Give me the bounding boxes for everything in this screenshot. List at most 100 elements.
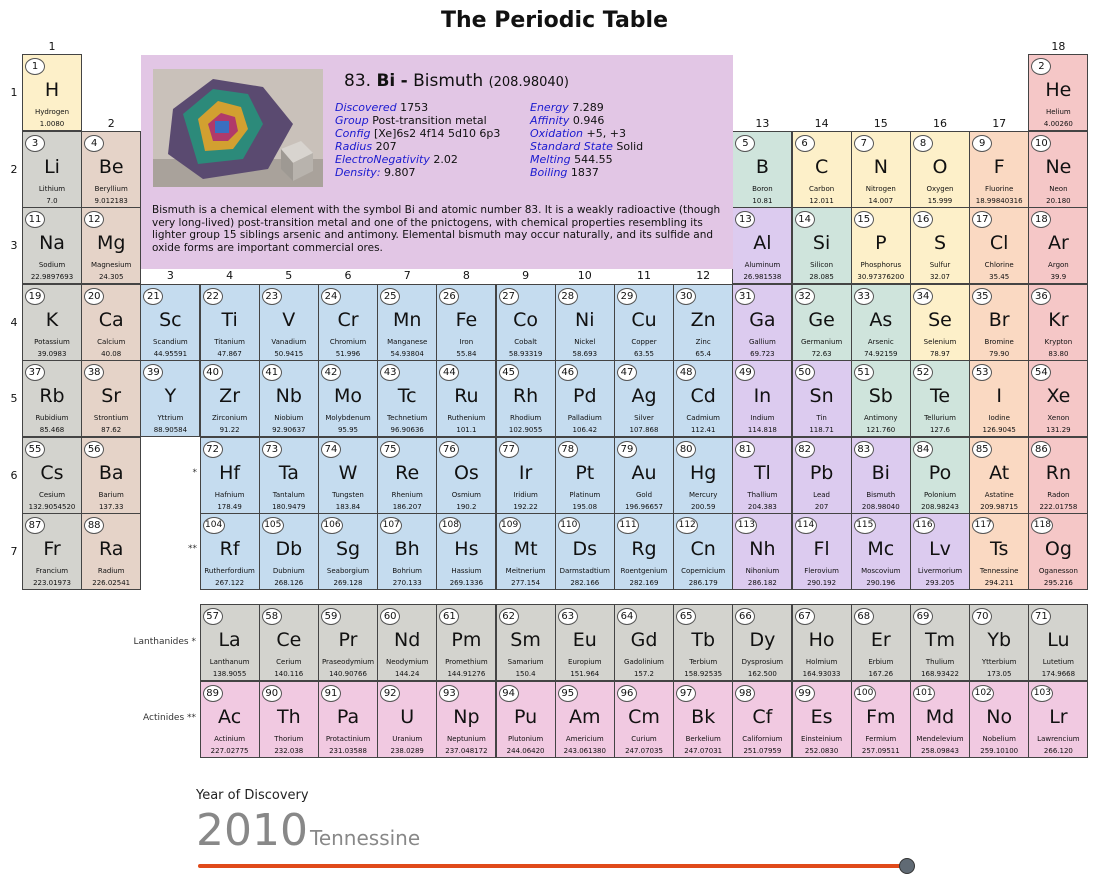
element-cell-fl[interactable]: 114 Fl Flerovium 290.192 — [791, 513, 852, 590]
element-cell-br[interactable]: 35 Br Bromine 79.90 — [969, 283, 1030, 361]
element-cell-lu[interactable]: 71 Lu Lutetium 174.9668 — [1028, 604, 1089, 681]
element-cell-yb[interactable]: 70 Yb Ytterbium 173.05 — [969, 604, 1030, 681]
element-cell-w[interactable]: 74 W Tungsten 183.84 — [318, 436, 378, 514]
element-cell-y[interactable]: 39 Y Yttrium 88.90584 — [140, 360, 201, 437]
element-cell-pb[interactable]: 82 Pb Lead 207 — [791, 436, 852, 514]
element-cell-si[interactable]: 14 Si Silicon 28.085 — [791, 207, 852, 284]
element-cell-ce[interactable]: 58 Ce Cerium 140.116 — [258, 604, 319, 681]
element-cell-fe[interactable]: 26 Fe Iron 55.84 — [436, 283, 497, 361]
element-cell-mc[interactable]: 115 Mc Moscovium 290.196 — [850, 513, 911, 590]
element-cell-rb[interactable]: 37 Rb Rubidium 85.468 — [22, 360, 82, 437]
element-cell-v[interactable]: 23 V Vanadium 50.9415 — [258, 283, 319, 361]
element-cell-rg[interactable]: 111 Rg Roentgenium 282.169 — [614, 513, 674, 590]
element-cell-s[interactable]: 16 S Sulfur 32.07 — [910, 207, 970, 284]
element-cell-tl[interactable]: 81 Tl Thallium 204.383 — [732, 436, 793, 514]
element-cell-rf[interactable]: 104 Rf Rutherfordium 267.122 — [199, 513, 260, 590]
element-cell-ga[interactable]: 31 Ga Gallium 69.723 — [732, 283, 793, 361]
element-cell-al[interactable]: 13 Al Aluminum 26.981538 — [732, 207, 793, 284]
element-cell-pm[interactable]: 61 Pm Promethium 144.91276 — [436, 604, 497, 681]
element-cell-be[interactable]: 4 Be Beryllium 9.012183 — [81, 130, 142, 208]
element-cell-k[interactable]: 19 K Potassium 39.0983 — [22, 283, 82, 361]
element-cell-te[interactable]: 52 Te Tellurium 127.6 — [910, 360, 970, 437]
element-cell-ba[interactable]: 56 Ba Barium 137.33 — [81, 436, 142, 514]
element-cell-no[interactable]: 102 No Nobelium 259.10100 — [969, 681, 1030, 758]
element-cell-u[interactable]: 92 U Uranium 238.0289 — [377, 681, 438, 758]
element-cell-in[interactable]: 49 In Indium 114.818 — [732, 360, 793, 437]
element-cell-pd[interactable]: 46 Pd Palladium 106.42 — [554, 360, 615, 437]
element-cell-dy[interactable]: 66 Dy Dysprosium 162.500 — [732, 604, 793, 681]
element-cell-p[interactable]: 15 P Phosphorus 30.97376200 — [850, 207, 911, 284]
slider-thumb[interactable] — [899, 858, 915, 874]
element-cell-ac[interactable]: 89 Ac Actinium 227.02775 — [199, 681, 260, 758]
element-cell-hf[interactable]: 72 Hf Hafnium 178.49 — [199, 436, 260, 514]
element-cell-ti[interactable]: 22 Ti Titanium 47.867 — [199, 283, 260, 361]
element-cell-sr[interactable]: 38 Sr Strontium 87.62 — [81, 360, 142, 437]
element-cell-au[interactable]: 79 Au Gold 196.96657 — [614, 436, 674, 514]
element-cell-bk[interactable]: 97 Bk Berkelium 247.07031 — [673, 681, 734, 758]
element-cell-po[interactable]: 84 Po Polonium 208.98243 — [910, 436, 970, 514]
element-cell-np[interactable]: 93 Np Neptunium 237.048172 — [436, 681, 497, 758]
element-cell-f[interactable]: 9 F Fluorine 18.99840316 — [969, 130, 1030, 208]
element-cell-re[interactable]: 75 Re Rhenium 186.207 — [377, 436, 438, 514]
element-cell-mo[interactable]: 42 Mo Molybdenum 95.95 — [318, 360, 378, 437]
element-cell-pu[interactable]: 94 Pu Plutonium 244.06420 — [495, 681, 556, 758]
element-cell-rh[interactable]: 45 Rh Rhodium 102.9055 — [495, 360, 556, 437]
element-cell-th[interactable]: 90 Th Thorium 232.038 — [258, 681, 319, 758]
element-cell-tm[interactable]: 69 Tm Thulium 168.93422 — [910, 604, 970, 681]
element-cell-am[interactable]: 95 Am Americium 243.061380 — [554, 681, 615, 758]
element-cell-n[interactable]: 7 N Nitrogen 14.007 — [850, 130, 911, 208]
element-cell-mn[interactable]: 25 Mn Manganese 54.93804 — [377, 283, 438, 361]
element-cell-la[interactable]: 57 La Lanthanum 138.9055 — [199, 604, 260, 681]
element-cell-ar[interactable]: 18 Ar Argon 39.9 — [1028, 207, 1089, 284]
element-cell-cl[interactable]: 17 Cl Chlorine 35.45 — [969, 207, 1030, 284]
element-cell-li[interactable]: 3 Li Lithium 7.0 — [22, 130, 82, 208]
element-cell-md[interactable]: 101 Md Mendelevium 258.09843 — [910, 681, 970, 758]
element-cell-er[interactable]: 68 Er Erbium 167.26 — [850, 604, 911, 681]
element-cell-og[interactable]: 118 Og Oganesson 295.216 — [1028, 513, 1089, 590]
element-cell-zr[interactable]: 40 Zr Zirconium 91.22 — [199, 360, 260, 437]
element-cell-hg[interactable]: 80 Hg Mercury 200.59 — [673, 436, 734, 514]
element-cell-sn[interactable]: 50 Sn Tin 118.71 — [791, 360, 852, 437]
element-cell-ca[interactable]: 20 Ca Calcium 40.08 — [81, 283, 142, 361]
element-cell-tb[interactable]: 65 Tb Terbium 158.92535 — [673, 604, 734, 681]
element-cell-b[interactable]: 5 B Boron 10.81 — [732, 130, 793, 208]
element-cell-gd[interactable]: 64 Gd Gadolinium 157.2 — [614, 604, 674, 681]
element-cell-ta[interactable]: 73 Ta Tantalum 180.9479 — [258, 436, 319, 514]
element-cell-cf[interactable]: 98 Cf Californium 251.07959 — [732, 681, 793, 758]
element-cell-c[interactable]: 6 C Carbon 12.011 — [791, 130, 852, 208]
element-cell-tc[interactable]: 43 Tc Technetium 96.90636 — [377, 360, 438, 437]
element-cell-sb[interactable]: 51 Sb Antimony 121.760 — [850, 360, 911, 437]
element-cell-ne[interactable]: 10 Ne Neon 20.180 — [1028, 130, 1089, 208]
element-cell-fm[interactable]: 100 Fm Fermium 257.09511 — [850, 681, 911, 758]
element-cell-xe[interactable]: 54 Xe Xenon 131.29 — [1028, 360, 1089, 437]
element-cell-kr[interactable]: 36 Kr Krypton 83.80 — [1028, 283, 1089, 361]
element-cell-sm[interactable]: 62 Sm Samarium 150.4 — [495, 604, 556, 681]
element-cell-lv[interactable]: 116 Lv Livermorium 293.205 — [910, 513, 970, 590]
element-cell-ag[interactable]: 47 Ag Silver 107.868 — [614, 360, 674, 437]
element-cell-ds[interactable]: 110 Ds Darmstadtium 282.166 — [554, 513, 615, 590]
element-cell-mt[interactable]: 109 Mt Meitnerium 277.154 — [495, 513, 556, 590]
element-cell-es[interactable]: 99 Es Einsteinium 252.0830 — [791, 681, 852, 758]
element-cell-at[interactable]: 85 At Astatine 209.98715 — [969, 436, 1030, 514]
element-cell-ra[interactable]: 88 Ra Radium 226.02541 — [81, 513, 142, 590]
element-cell-nh[interactable]: 113 Nh Nihonium 286.182 — [732, 513, 793, 590]
element-cell-zn[interactable]: 30 Zn Zinc 65.4 — [673, 283, 734, 361]
slider-track[interactable] — [198, 864, 906, 868]
element-cell-bi[interactable]: 83 Bi Bismuth 208.98040 — [850, 436, 911, 514]
element-cell-lr[interactable]: 103 Lr Lawrencium 266.120 — [1028, 681, 1089, 758]
element-cell-sc[interactable]: 21 Sc Scandium 44.95591 — [140, 283, 201, 361]
element-cell-sg[interactable]: 106 Sg Seaborgium 269.128 — [318, 513, 378, 590]
element-cell-pr[interactable]: 59 Pr Praseodymium 140.90766 — [318, 604, 378, 681]
element-cell-as[interactable]: 33 As Arsenic 74.92159 — [850, 283, 911, 361]
element-cell-ho[interactable]: 67 Ho Holmium 164.93033 — [791, 604, 852, 681]
element-cell-os[interactable]: 76 Os Osmium 190.2 — [436, 436, 497, 514]
element-cell-cr[interactable]: 24 Cr Chromium 51.996 — [318, 283, 378, 361]
element-cell-pa[interactable]: 91 Pa Protactinium 231.03588 — [318, 681, 378, 758]
element-cell-o[interactable]: 8 O Oxygen 15.999 — [910, 130, 970, 208]
element-cell-pt[interactable]: 78 Pt Platinum 195.08 — [554, 436, 615, 514]
element-cell-bh[interactable]: 107 Bh Bohrium 270.133 — [377, 513, 438, 590]
element-cell-he[interactable]: 2 He Helium 4.00260 — [1028, 54, 1089, 131]
element-cell-ts[interactable]: 117 Ts Tennessine 294.211 — [969, 513, 1030, 590]
element-cell-cu[interactable]: 29 Cu Copper 63.55 — [614, 283, 674, 361]
element-cell-rn[interactable]: 86 Rn Radon 222.01758 — [1028, 436, 1089, 514]
